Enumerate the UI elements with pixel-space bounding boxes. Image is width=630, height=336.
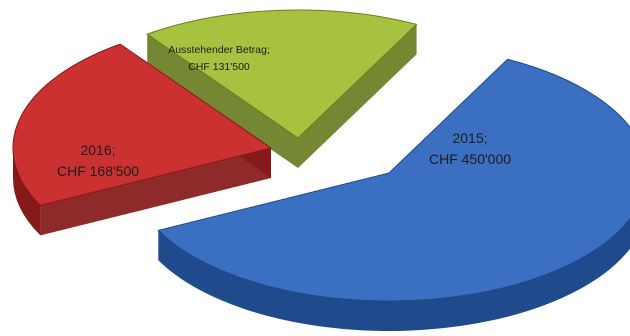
slice-label-2015-line1: 2015; <box>452 130 487 146</box>
slice-label-2016-line1: 2016; <box>80 142 115 158</box>
slice-cut-face-outstanding-start <box>147 34 298 168</box>
slice-label-outstanding-line2: CHF 131'500 <box>188 61 250 73</box>
slice-label-2016-line2: CHF 168'500 <box>57 163 139 179</box>
slice-top-outstanding <box>146 9 418 139</box>
slice-label-2015-line2: CHF 450'000 <box>429 151 511 167</box>
slice-tops <box>12 9 630 302</box>
slice-outer-wall-2016 <box>13 148 41 236</box>
slice-cut-face-outstanding-end <box>298 24 417 168</box>
slice-top-2016 <box>12 43 273 206</box>
slice-outer-wall-2015 <box>158 218 630 331</box>
slice-cut-face-2016-start <box>40 148 271 236</box>
slice-label-outstanding-line1: Ausstehender Betrag; <box>168 44 270 56</box>
slice-top-2015 <box>157 58 630 302</box>
